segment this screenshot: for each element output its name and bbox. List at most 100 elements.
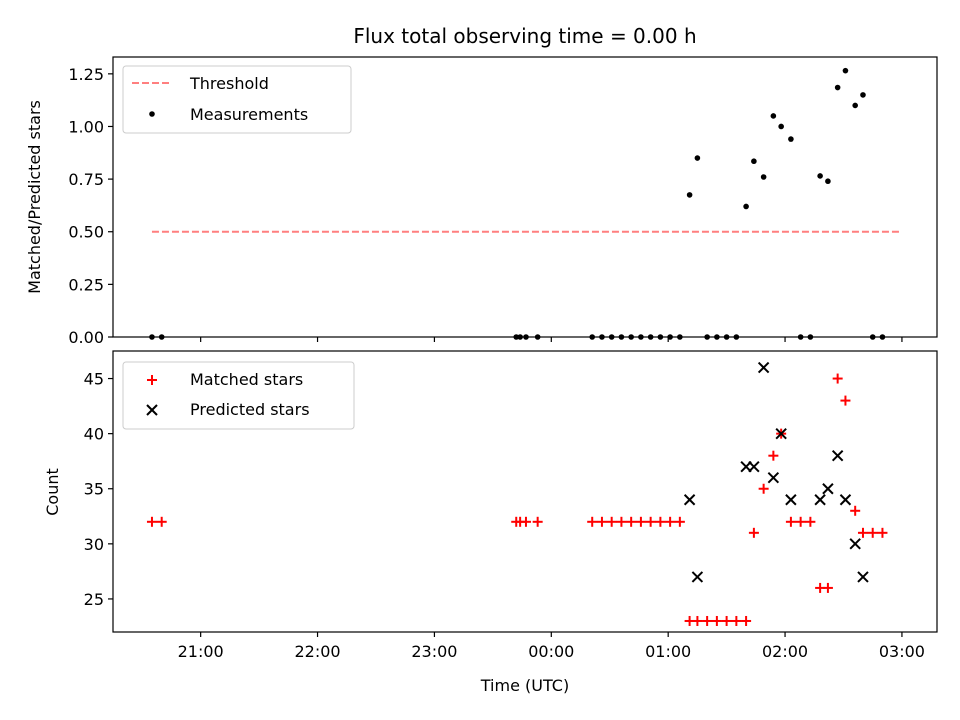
y-tick-label: 0.75 xyxy=(68,170,104,189)
top-y-axis-label: Matched/Predicted stars xyxy=(25,100,44,294)
matched-star-point xyxy=(731,615,742,626)
matched-stars-legend-label: Matched stars xyxy=(190,370,303,389)
matched-star-point xyxy=(758,483,769,494)
top-x-ticks xyxy=(200,337,903,342)
measurement-point xyxy=(788,136,794,142)
x-tick-label: 23:00 xyxy=(411,642,457,661)
measurement-point xyxy=(770,113,777,119)
bottom-y-axis-label: Count xyxy=(43,468,62,516)
matched-star-point xyxy=(626,516,637,527)
matched-star-point xyxy=(840,395,851,406)
y-tick-label: 45 xyxy=(84,370,104,389)
predicted-star-point xyxy=(785,494,797,506)
measurement-point xyxy=(852,102,858,109)
matched-stars-points xyxy=(146,373,888,626)
matched-star-point xyxy=(156,516,167,527)
y-tick-label: 1.25 xyxy=(68,65,104,84)
matched-star-point xyxy=(850,505,861,516)
matched-star-point xyxy=(520,516,531,527)
y-tick-label: 40 xyxy=(84,425,104,444)
measurement-point xyxy=(817,173,823,179)
bottom-legend-box xyxy=(122,361,355,430)
predicted-star-point xyxy=(857,571,869,583)
predicted-legend-marker xyxy=(146,404,158,416)
matched-stars-legend-swatch xyxy=(147,375,157,385)
bottom-panel: Count Time (UTC) 25 30 35 40 45 21:00 22:00 23… xyxy=(43,350,938,695)
top-plot-frame xyxy=(112,56,938,338)
matched-star-point xyxy=(146,516,157,527)
top-legend: Threshold Measurements xyxy=(122,65,352,134)
y-tick-label: 0.50 xyxy=(68,223,104,242)
matched-star-point xyxy=(645,516,656,527)
top-panel: Flux total observing time = 0.00 h Match… xyxy=(25,24,938,347)
predicted-star-point xyxy=(775,427,787,440)
measurement-point xyxy=(825,178,831,185)
matched-star-point xyxy=(822,582,833,593)
chart-title: Flux total observing time = 0.00 h xyxy=(353,24,696,48)
matched-star-point xyxy=(711,615,722,626)
matched-star-point xyxy=(702,615,713,626)
predicted-star-point xyxy=(831,449,844,462)
predicted-star-point xyxy=(683,494,696,506)
x-tick-label: 03:00 xyxy=(879,642,925,661)
x-tick-label: 00:00 xyxy=(528,642,574,661)
predicted-stars-points xyxy=(683,361,869,583)
measurement-point xyxy=(751,158,757,165)
predicted-star-point xyxy=(814,494,826,506)
matched-star-point xyxy=(635,516,646,527)
x-tick-label: 02:00 xyxy=(762,642,808,661)
predicted-star-point xyxy=(839,494,852,506)
matched-legend-marker xyxy=(147,375,157,385)
threshold-legend-label: Threshold xyxy=(189,74,269,93)
matched-star-point xyxy=(665,516,676,527)
matched-star-point xyxy=(748,527,759,538)
matched-star-point xyxy=(596,516,607,527)
matched-star-point xyxy=(616,516,627,527)
measurement-point xyxy=(686,192,693,198)
measurement-point xyxy=(694,155,701,161)
measurement-point xyxy=(842,67,849,74)
measurement-point xyxy=(760,174,767,180)
measurements-legend-swatch xyxy=(149,111,155,117)
top-legend-box xyxy=(122,65,352,134)
x-axis-label: Time (UTC) xyxy=(480,676,569,695)
matched-star-point xyxy=(768,450,779,461)
y-tick-label: 1.00 xyxy=(68,117,104,136)
measurement-point xyxy=(743,203,749,210)
measurement-point xyxy=(778,123,784,130)
top-y-ticks: 0.00 0.25 0.50 0.75 1.00 1.25 xyxy=(68,65,113,347)
y-tick-label: 0.25 xyxy=(68,275,104,294)
y-tick-label: 30 xyxy=(84,535,104,554)
bottom-legend: Matched stars Predicted stars xyxy=(122,361,355,430)
y-tick-label: 0.00 xyxy=(68,328,104,347)
predicted-star-point xyxy=(849,538,861,550)
matched-star-point xyxy=(877,527,888,538)
predicted-star-point xyxy=(822,483,834,495)
matched-star-point xyxy=(795,516,806,527)
predicted-star-point xyxy=(767,472,780,484)
matched-star-point xyxy=(674,516,685,527)
matched-star-point xyxy=(606,516,617,527)
x-tick-label: 22:00 xyxy=(294,642,340,661)
matched-star-point xyxy=(532,516,543,527)
matched-star-point xyxy=(587,516,598,527)
predicted-star-point xyxy=(757,361,770,374)
measurement-point xyxy=(860,92,866,98)
predicted-stars-legend-swatch xyxy=(146,404,158,416)
matched-star-point xyxy=(857,527,868,538)
x-tick-label: 01:00 xyxy=(645,642,691,661)
predicted-star-point xyxy=(691,571,704,583)
measurements-legend-label: Measurements xyxy=(190,105,308,124)
measurement-point xyxy=(834,84,841,91)
matched-star-point xyxy=(721,615,732,626)
matched-star-point xyxy=(832,373,843,384)
x-tick-label: 21:00 xyxy=(178,642,224,661)
bottom-x-ticks: 21:00 22:00 23:00 00:00 01:00 02:00 03:00 xyxy=(178,632,925,661)
matched-star-point xyxy=(741,615,752,626)
matched-star-point xyxy=(692,615,703,626)
predicted-stars-legend-label: Predicted stars xyxy=(190,400,310,419)
matched-star-point xyxy=(867,527,878,538)
matched-star-point xyxy=(805,516,816,527)
bottom-plot-frame xyxy=(112,350,938,633)
